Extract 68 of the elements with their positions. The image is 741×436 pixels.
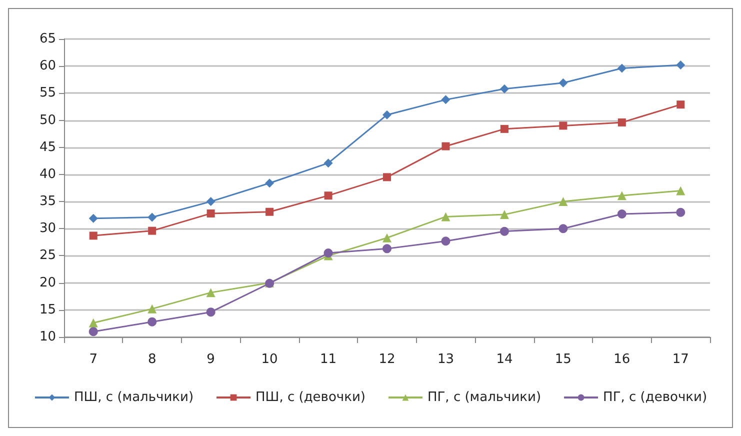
y-tick-label: 60 [39, 58, 56, 74]
x-tick-label: 10 [261, 352, 278, 367]
x-tick-label: 9 [206, 352, 215, 367]
legend-label: ПГ, с (мальчики) [427, 390, 542, 405]
point [441, 236, 450, 246]
y-tick-label: 55 [39, 86, 56, 101]
point [206, 197, 216, 206]
point [441, 95, 450, 104]
point [618, 118, 626, 126]
x-tick-label: 16 [614, 352, 630, 367]
point [324, 158, 333, 168]
point [206, 209, 215, 218]
legend-label: ПШ, с (мальчики) [74, 390, 194, 405]
point [206, 288, 216, 298]
point [382, 110, 392, 120]
point [383, 173, 391, 182]
point [148, 304, 157, 314]
x-tick-label: 13 [437, 352, 454, 367]
point [676, 186, 686, 196]
x-tick-label: 12 [378, 352, 396, 367]
x-tick-label: 15 [554, 352, 572, 367]
y-tick-label: 30 [39, 221, 56, 236]
y-tick-label: 40 [39, 166, 56, 182]
point [148, 212, 157, 222]
y-tick-label: 65 [39, 32, 56, 46]
point [324, 248, 333, 258]
point [558, 224, 568, 234]
point [559, 122, 568, 130]
point [265, 178, 274, 188]
y-tick-label: 50 [39, 112, 56, 128]
point [500, 124, 508, 133]
y-tick-label: 25 [39, 248, 56, 264]
point [500, 210, 509, 220]
y-tick-label: 35 [39, 194, 56, 210]
point [617, 64, 626, 73]
point [206, 308, 216, 317]
point [88, 214, 98, 223]
y-tick-label: 15 [39, 302, 56, 318]
point [89, 232, 98, 240]
point [617, 191, 626, 200]
point [617, 210, 626, 219]
point [148, 317, 157, 326]
point [148, 226, 156, 235]
point [324, 192, 332, 200]
point [266, 208, 274, 216]
point [88, 327, 98, 336]
x-tick-label: 7 [89, 352, 98, 367]
legend-label: ПШ, с (девочки) [256, 390, 366, 405]
x-tick-label: 8 [148, 352, 156, 367]
point [441, 212, 450, 222]
point [88, 318, 98, 328]
point [558, 197, 568, 206]
y-tick-label: 10 [39, 330, 56, 344]
y-tick-label: 20 [39, 275, 56, 290]
y-tick-label: 45 [39, 140, 56, 155]
point [676, 208, 686, 217]
point [558, 78, 568, 88]
point [500, 226, 509, 236]
x-tick-label: 17 [672, 352, 689, 367]
point [500, 84, 509, 94]
legend-label: ПГ, с (девочки) [603, 390, 708, 405]
point [382, 244, 392, 254]
point [442, 142, 450, 150]
point [676, 60, 686, 70]
point [382, 233, 392, 242]
x-tick-label: 11 [320, 352, 337, 367]
x-tick-label: 14 [496, 352, 513, 367]
point [676, 100, 685, 109]
